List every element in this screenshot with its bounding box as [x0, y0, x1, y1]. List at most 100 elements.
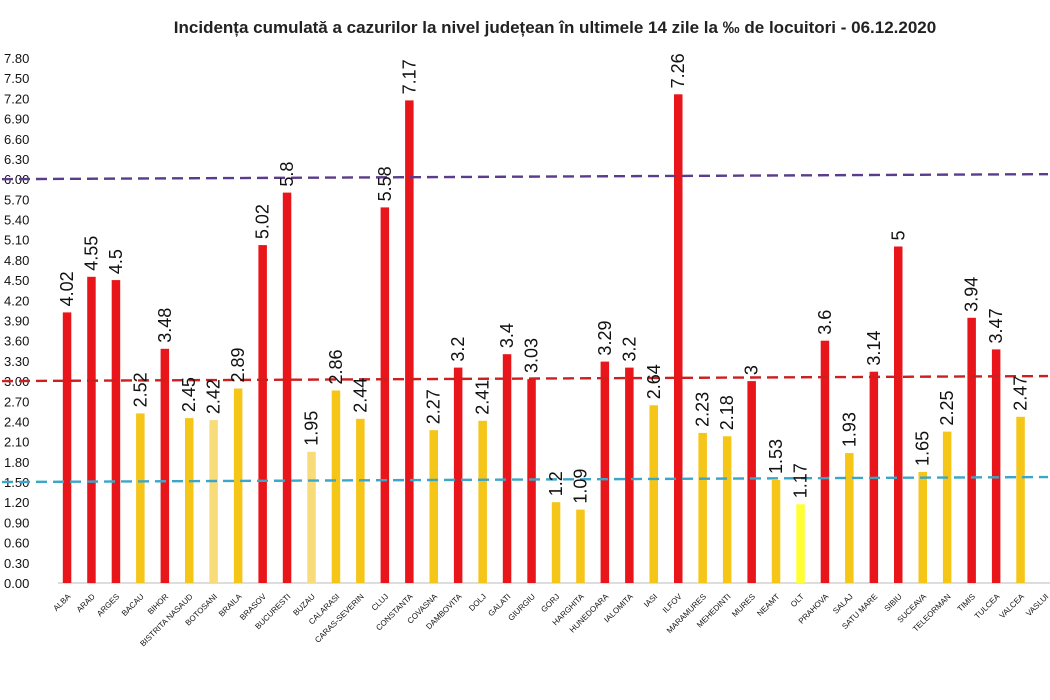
x-tick-label: SIBIU [883, 592, 904, 613]
bar [674, 94, 683, 584]
y-tick-label: 0.00 [4, 576, 29, 591]
x-tick-label: GIURGIU [506, 592, 537, 623]
y-tick-label: 6.60 [4, 132, 29, 147]
bar-value-label: 2.18 [717, 395, 737, 430]
x-tick-label: GORJ [539, 592, 561, 614]
bar-value-label: 2.45 [179, 377, 199, 412]
x-tick-label: OLT [789, 592, 806, 609]
bar [625, 367, 634, 583]
bar-value-label: 2.86 [326, 349, 346, 384]
bar-value-label: 3.29 [595, 321, 615, 356]
bar [649, 405, 658, 583]
bar [233, 388, 243, 583]
bar [429, 430, 438, 583]
x-tick-label: ARAD [75, 592, 97, 614]
bar-value-label: 3.2 [619, 337, 639, 362]
bar [820, 340, 830, 583]
bar-value-label: 3.03 [522, 338, 542, 373]
x-tick-label: NEAMT [755, 592, 781, 618]
bar-value-label: 4.55 [81, 236, 101, 271]
bar-value-label: 1.17 [791, 463, 811, 498]
bar-value-label: 3.48 [155, 308, 175, 343]
bar [136, 413, 145, 583]
bar-value-label: 3.47 [986, 308, 1006, 343]
bar [478, 420, 487, 583]
bar [894, 246, 903, 583]
bar [600, 361, 610, 583]
y-tick-label: 1.20 [4, 495, 29, 510]
threshold-line [1, 172, 1049, 181]
bar [405, 100, 414, 584]
x-tick-label: TULCEA [973, 592, 1002, 621]
bar-value-label: 3.2 [448, 337, 468, 362]
bar [307, 451, 316, 584]
bar-value-label: 7.26 [668, 53, 688, 88]
bar [185, 418, 194, 583]
bar-value-label: 5.8 [277, 162, 297, 187]
y-tick-label: 1.50 [4, 475, 29, 490]
x-tick-label: ILFOV [661, 592, 684, 615]
bar [918, 471, 927, 583]
y-tick-label: 6.90 [4, 112, 29, 127]
y-tick-label: 3.90 [4, 314, 29, 329]
y-tick-label: 0.30 [4, 556, 29, 571]
bar-value-label: 2.25 [937, 391, 957, 426]
bar [282, 192, 292, 583]
bar-value-label: 1.53 [766, 439, 786, 474]
x-tick-label: ALBA [52, 592, 73, 613]
bar [380, 207, 390, 583]
bar-value-label: 5.02 [253, 204, 273, 239]
bar [331, 390, 341, 583]
bar [991, 349, 1001, 583]
bar-value-label: 2.52 [130, 372, 150, 407]
x-tick-label: IASI [642, 592, 659, 609]
bar-value-label: 3.14 [864, 331, 884, 366]
bar-value-label: 1.93 [839, 412, 859, 447]
x-tick-label: TIMIS [956, 592, 977, 613]
bar [160, 348, 170, 583]
bar-value-label: 2.23 [693, 392, 713, 427]
value-labels: 4.024.55 4.5 2.52 3.48 2.45 2.422.89 5.025.8 1.… [57, 53, 1031, 503]
y-tick-label: 3.60 [4, 334, 29, 349]
y-tick-label: 2.40 [4, 414, 29, 429]
x-tick-label: SALAJ [831, 592, 855, 616]
y-tick-label: 1.80 [4, 455, 29, 470]
bar-value-label: 2.89 [228, 347, 248, 382]
bar [967, 317, 976, 583]
bar [771, 480, 781, 583]
bar-value-label: 3.6 [815, 310, 835, 335]
x-tick-label: BACAU [120, 592, 146, 618]
bar [111, 280, 121, 583]
y-tick-label: 7.20 [4, 91, 29, 106]
bar-value-label: 1.2 [546, 471, 566, 496]
bar [258, 245, 267, 583]
bar-value-label: 4.02 [57, 271, 77, 306]
x-tick-label: DOLJ [467, 592, 488, 613]
bar-value-label: 2.47 [1011, 376, 1031, 411]
bar [942, 431, 952, 583]
bar [845, 453, 854, 583]
bar [453, 367, 463, 583]
bar [698, 432, 707, 583]
threshold-lines [1, 172, 1049, 484]
x-tick-label: VASLUI [1024, 592, 1050, 618]
x-tick-label: CLUJ [370, 592, 391, 613]
x-tick-label: MURES [730, 592, 757, 619]
x-tick-label: ARGES [95, 592, 121, 618]
bar-value-label: 3.4 [497, 323, 517, 348]
bar-value-label: 2.44 [350, 378, 370, 413]
bar-value-label: 7.17 [399, 59, 419, 94]
y-tick-label: 5.10 [4, 233, 29, 248]
bar [1016, 416, 1025, 584]
y-tick-label: 2.70 [4, 394, 29, 409]
y-tick-label: 5.70 [4, 192, 29, 207]
bar-value-label: 5.58 [375, 166, 395, 201]
bar [576, 509, 585, 583]
bar [722, 436, 732, 583]
y-tick-label: 6.30 [4, 152, 29, 167]
y-tick-label: 0.60 [4, 536, 29, 551]
bar-value-label: 2.42 [204, 379, 224, 414]
y-tick-label: 3.30 [4, 354, 29, 369]
bar-value-label: 2.41 [473, 380, 493, 415]
